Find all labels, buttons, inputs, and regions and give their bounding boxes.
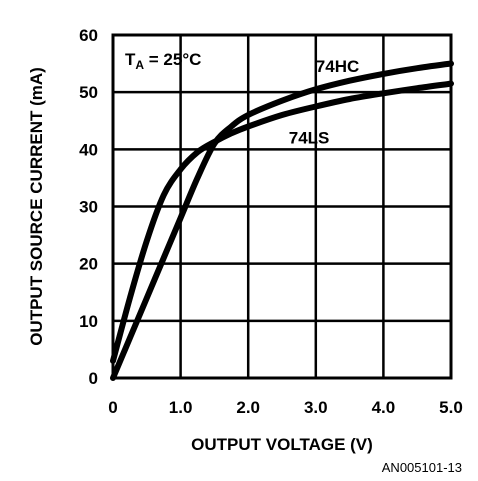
y-tick-label: 30 bbox=[79, 198, 98, 217]
y-tick-label: 60 bbox=[79, 26, 98, 45]
x-tick-label: 3.0 bbox=[304, 398, 328, 417]
x-tick-label: 5.0 bbox=[439, 398, 463, 417]
series-label-74hc: 74HC bbox=[316, 57, 359, 76]
y-tick-labels: 0 10 20 30 40 50 60 bbox=[79, 26, 98, 388]
x-axis-label: OUTPUT VOLTAGE (V) bbox=[191, 435, 373, 454]
x-tick-label: 2.0 bbox=[236, 398, 260, 417]
figure-id: AN005101-13 bbox=[382, 460, 462, 475]
x-tick-label: 0 bbox=[108, 398, 117, 417]
series-line-74hc bbox=[110, 60, 454, 381]
series-label-74ls: 74LS bbox=[289, 129, 330, 148]
x-tick-label: 4.0 bbox=[372, 398, 396, 417]
y-tick-label: 0 bbox=[89, 369, 98, 388]
y-tick-label: 20 bbox=[79, 255, 98, 274]
grid bbox=[113, 35, 451, 378]
temperature-annotation: TA = 25°C bbox=[125, 50, 201, 72]
y-tick-label: 40 bbox=[79, 140, 98, 159]
annotation-subscript: A bbox=[135, 58, 144, 72]
y-tick-label: 50 bbox=[79, 83, 98, 102]
y-axis-label: OUTPUT SOURCE CURRENT (mA) bbox=[27, 67, 46, 346]
series-layer bbox=[110, 60, 454, 381]
series-line-74ls bbox=[110, 80, 454, 364]
plot-frame bbox=[111, 33, 453, 380]
x-tick-labels: 0 1.0 2.0 3.0 4.0 5.0 bbox=[108, 398, 463, 417]
annotation-main: T bbox=[125, 50, 136, 69]
x-tick-label: 1.0 bbox=[169, 398, 193, 417]
y-tick-label: 10 bbox=[79, 312, 98, 331]
annotation-value: = 25°C bbox=[144, 50, 201, 69]
